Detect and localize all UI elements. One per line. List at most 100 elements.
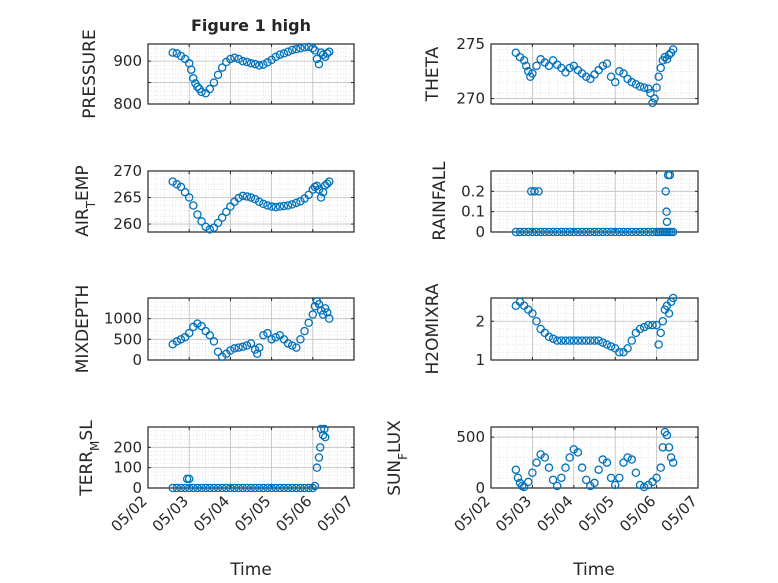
data-point	[226, 54, 235, 64]
y-tick-label: 900	[113, 52, 142, 70]
data-point	[544, 61, 554, 71]
data-point	[644, 84, 653, 93]
data-point	[544, 227, 554, 237]
y-tick-label: 275	[456, 35, 485, 53]
data-point	[267, 335, 276, 344]
data-point	[602, 340, 612, 349]
data-point	[650, 94, 659, 103]
data-point	[521, 61, 531, 71]
data-point	[314, 59, 324, 69]
y-tick-label: 100	[113, 459, 142, 477]
subplot-air-temp: 260 265 270 AIRTEMP	[73, 162, 355, 237]
data-point	[573, 227, 583, 237]
data-point	[259, 483, 268, 493]
data-point	[250, 483, 260, 493]
data-point	[283, 483, 293, 493]
data-point	[668, 45, 678, 54]
data-point	[623, 344, 632, 353]
data-point	[242, 341, 252, 350]
data-point	[263, 328, 272, 338]
data-point	[552, 227, 562, 237]
data-point	[577, 227, 587, 237]
data-point	[623, 227, 632, 237]
data-point	[234, 483, 243, 493]
data-point	[184, 193, 194, 202]
data-point	[654, 340, 663, 349]
data-point	[606, 72, 616, 81]
data-point	[639, 83, 649, 92]
data-point	[180, 187, 190, 197]
data-point	[548, 227, 558, 237]
data-point	[238, 191, 248, 201]
data-point	[590, 227, 599, 237]
data-point	[271, 52, 280, 62]
data-point	[662, 55, 672, 64]
data-point	[658, 443, 668, 452]
y-tick-label: 0	[132, 479, 142, 497]
data-point	[250, 345, 260, 354]
x-axis-label-right: Time	[572, 560, 615, 580]
data-point	[660, 52, 670, 62]
data-point	[664, 309, 674, 318]
data-point	[635, 480, 645, 490]
data-point	[532, 227, 541, 237]
data-point	[322, 179, 332, 188]
data-point	[230, 53, 239, 62]
data-point	[515, 227, 525, 237]
y-tick-label: 200	[113, 438, 142, 456]
data-point	[197, 483, 206, 493]
data-point	[668, 293, 678, 303]
data-point	[234, 193, 243, 203]
data-point	[287, 45, 297, 55]
y-tick-label: 265	[113, 189, 142, 207]
y-axis-label: PRESSURE	[80, 29, 100, 118]
data-point	[635, 227, 645, 237]
data-point	[226, 483, 235, 493]
data-point	[226, 202, 235, 211]
data-series	[511, 45, 678, 108]
data-point	[267, 202, 276, 211]
data-point	[310, 302, 320, 311]
data-point	[561, 336, 570, 345]
data-point	[184, 328, 194, 338]
data-point	[565, 453, 574, 462]
data-point	[606, 473, 616, 483]
data-point	[619, 69, 628, 78]
data-point	[320, 304, 330, 313]
subplot-h2omixra: 1 2 H2OMIXRA	[423, 283, 699, 375]
data-point	[287, 483, 297, 493]
data-point	[569, 227, 579, 237]
y-tick-label: 270	[113, 162, 142, 180]
axes-box	[490, 43, 699, 105]
data-point	[631, 468, 641, 477]
data-point	[292, 483, 301, 493]
data-point	[246, 339, 256, 348]
data-point	[205, 84, 215, 94]
data-point	[594, 227, 603, 237]
data-point	[246, 193, 256, 202]
data-point	[209, 337, 219, 346]
data-point	[544, 332, 554, 341]
data-point	[623, 453, 632, 462]
data-point	[238, 342, 248, 352]
data-point	[664, 443, 674, 452]
data-point	[254, 483, 264, 493]
data-point	[267, 483, 276, 493]
axes-box	[490, 297, 699, 361]
data-point	[209, 223, 219, 233]
data-point	[315, 443, 325, 452]
y-tick-label: 2	[475, 312, 485, 330]
data-point	[627, 336, 637, 345]
data-point	[627, 455, 637, 464]
subplot-mixdepth: 0 500 1000 MIXDEPTH	[73, 285, 355, 373]
subplot-rainfall: 0 0.1 0.2 RAINFALL	[430, 161, 699, 241]
data-point	[524, 227, 533, 237]
data-point	[598, 61, 608, 71]
data-point	[615, 227, 624, 237]
data-point	[325, 177, 334, 186]
data-point	[197, 217, 206, 226]
data-point	[283, 201, 293, 210]
data-point	[664, 50, 674, 60]
data-point	[316, 193, 326, 202]
data-point	[532, 316, 541, 326]
